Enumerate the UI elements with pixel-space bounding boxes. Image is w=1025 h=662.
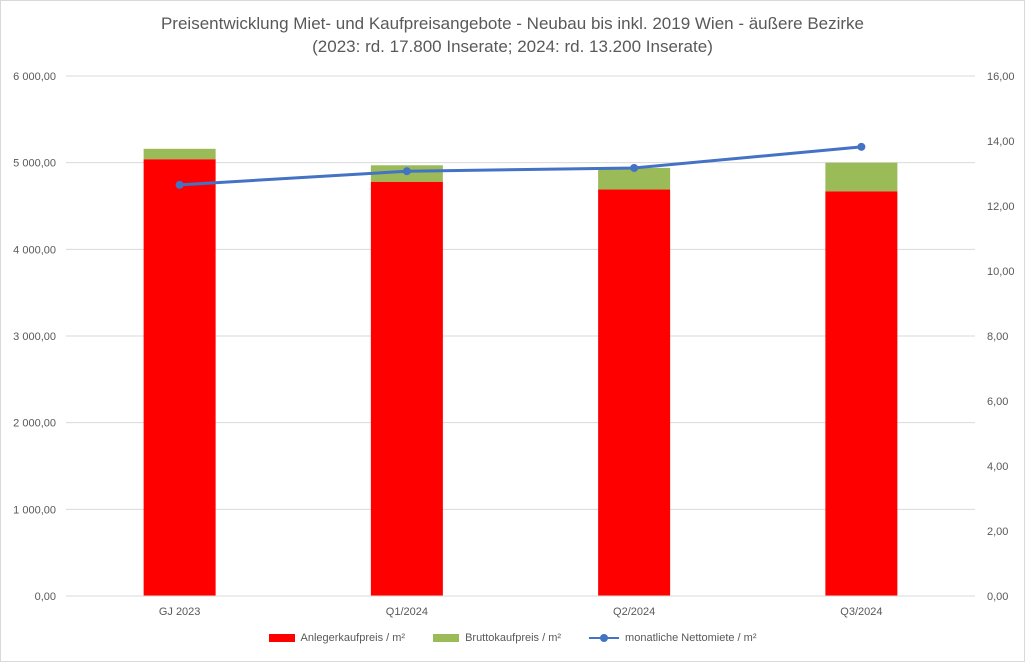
line-series xyxy=(179,145,862,187)
y-left-tick-label: 0,00 xyxy=(35,591,56,603)
legend-swatch-line xyxy=(589,633,620,643)
bar-9bbb59 xyxy=(143,148,216,160)
line-point xyxy=(175,180,184,189)
y-left-tick-label: 6 000,00 xyxy=(13,71,56,83)
bar-ff0000 xyxy=(143,159,216,596)
chart-legend: Anlegerkaufpreis / m² Bruttokaufpreis / … xyxy=(0,632,1025,644)
y-left-tick-label: 4 000,00 xyxy=(13,244,56,256)
x-tick-label: Q1/2024 xyxy=(386,606,428,618)
x-tick-label: GJ 2023 xyxy=(159,606,201,618)
y-right-tick-label: 16,00 xyxy=(987,71,1015,83)
legend-label: monatliche Nettomiete / m² xyxy=(625,632,757,644)
chart-subtitle: (2023: rd. 17.800 Inserate; 2024: rd. 13… xyxy=(312,37,713,56)
y-left-tick-label: 3 000,00 xyxy=(13,331,56,343)
bar-9bbb59 xyxy=(598,167,671,190)
y-right-tick-label: 0,00 xyxy=(987,591,1008,603)
bar-9bbb59 xyxy=(825,162,898,192)
chart-title: Preisentwicklung Miet- und Kaufpreisange… xyxy=(160,14,865,33)
bar-ff0000 xyxy=(370,181,443,596)
line-point xyxy=(402,167,411,176)
y-left-tick-label: 2 000,00 xyxy=(13,418,56,430)
y-left-tick-label: 1 000,00 xyxy=(13,504,56,516)
legend-item-nettomiete: monatliche Nettomiete / m² xyxy=(589,632,756,644)
y-right-tick-label: 6,00 xyxy=(987,396,1008,408)
legend-swatch-red xyxy=(268,634,295,642)
line-point xyxy=(630,163,639,172)
line-point xyxy=(857,142,866,151)
legend-swatch-green xyxy=(433,634,460,642)
x-tick-label: Q2/2024 xyxy=(613,606,655,618)
y-right-tick-label: 2,00 xyxy=(987,526,1008,538)
legend-label: Anlegerkaufpreis / m² xyxy=(300,632,406,644)
x-tick-label: Q3/2024 xyxy=(840,606,882,618)
y-right-tick-label: 12,00 xyxy=(987,201,1015,213)
legend-item-anlegerkaufpreis: Anlegerkaufpreis / m² xyxy=(268,632,406,644)
y-right-tick-label: 10,00 xyxy=(987,266,1015,278)
legend-label: Bruttokaufpreis / m² xyxy=(465,632,562,644)
y-right-tick-label: 8,00 xyxy=(987,331,1008,343)
bar-ff0000 xyxy=(825,191,898,596)
y-right-tick-label: 4,00 xyxy=(987,461,1008,473)
legend-item-bruttokaufpreis: Bruttokaufpreis / m² xyxy=(433,632,561,644)
y-right-tick-label: 14,00 xyxy=(987,136,1015,148)
y-left-tick-label: 5 000,00 xyxy=(13,158,56,170)
bar-ff0000 xyxy=(598,189,671,597)
